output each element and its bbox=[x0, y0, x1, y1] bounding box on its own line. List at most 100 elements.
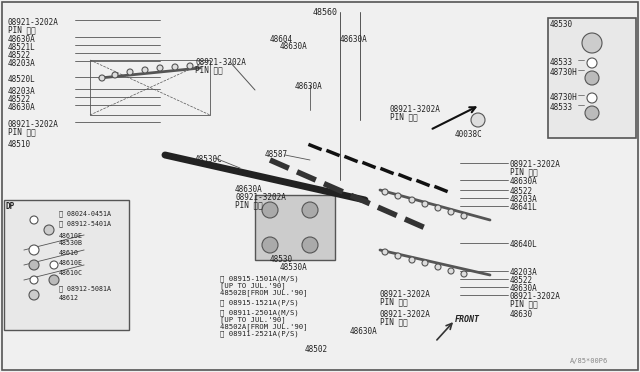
Circle shape bbox=[30, 216, 38, 224]
Bar bbox=[90, 60, 210, 115]
Text: 48641L: 48641L bbox=[510, 203, 538, 212]
Text: [UP TO JUL.'90]: [UP TO JUL.'90] bbox=[220, 316, 285, 323]
Text: 48502B[FROM JUL.'90]: 48502B[FROM JUL.'90] bbox=[220, 289, 307, 296]
Text: PIN ビン: PIN ビン bbox=[390, 112, 418, 121]
Text: Ⓝ 08911-2501A(M/S): Ⓝ 08911-2501A(M/S) bbox=[220, 309, 299, 315]
Text: PIN ビン: PIN ビン bbox=[380, 317, 408, 326]
Circle shape bbox=[99, 75, 105, 81]
Text: 08921-3202A: 08921-3202A bbox=[380, 290, 431, 299]
Circle shape bbox=[382, 249, 388, 255]
Text: 08921-3202A: 08921-3202A bbox=[8, 120, 59, 129]
Text: 08921-3202A: 08921-3202A bbox=[510, 160, 561, 169]
Circle shape bbox=[49, 275, 59, 285]
Circle shape bbox=[422, 260, 428, 266]
Circle shape bbox=[395, 253, 401, 259]
Circle shape bbox=[448, 209, 454, 215]
Text: 48610: 48610 bbox=[59, 250, 79, 256]
Text: FRONT: FRONT bbox=[455, 315, 480, 324]
Bar bbox=[4, 200, 129, 330]
Text: PIN ビン: PIN ビン bbox=[8, 25, 36, 34]
Text: Ⓝ 08911-2521A(P/S): Ⓝ 08911-2521A(P/S) bbox=[220, 330, 299, 337]
Text: 48203A: 48203A bbox=[510, 195, 538, 204]
Text: 48560: 48560 bbox=[312, 8, 337, 17]
Circle shape bbox=[409, 197, 415, 203]
Text: 08921-3202A: 08921-3202A bbox=[510, 292, 561, 301]
Circle shape bbox=[461, 213, 467, 219]
Circle shape bbox=[172, 64, 178, 70]
Text: 48510: 48510 bbox=[8, 140, 31, 149]
Text: 48630A: 48630A bbox=[280, 42, 308, 51]
Circle shape bbox=[112, 72, 118, 78]
Text: ① 08024-0451A: ① 08024-0451A bbox=[59, 210, 111, 217]
Text: 48630A: 48630A bbox=[510, 177, 538, 186]
Text: 48203A: 48203A bbox=[510, 268, 538, 277]
Text: 40038C: 40038C bbox=[455, 130, 483, 139]
Circle shape bbox=[29, 290, 39, 300]
Text: [UP TO JUL.'90]: [UP TO JUL.'90] bbox=[220, 282, 285, 289]
Text: 48533: 48533 bbox=[550, 103, 573, 112]
Circle shape bbox=[587, 58, 597, 68]
Circle shape bbox=[435, 264, 441, 270]
Circle shape bbox=[29, 245, 39, 255]
Circle shape bbox=[585, 106, 599, 120]
Text: 48610C: 48610C bbox=[59, 270, 83, 276]
Text: 48530: 48530 bbox=[270, 255, 293, 264]
Circle shape bbox=[395, 193, 401, 199]
Circle shape bbox=[461, 271, 467, 277]
Text: PIN ビン: PIN ビン bbox=[380, 297, 408, 306]
Text: 48203A: 48203A bbox=[8, 59, 36, 68]
Circle shape bbox=[30, 276, 38, 284]
Circle shape bbox=[409, 257, 415, 263]
Text: 48730H: 48730H bbox=[550, 93, 578, 102]
Text: Ⓝ 08912-5081A: Ⓝ 08912-5081A bbox=[59, 285, 111, 292]
Text: 48521L: 48521L bbox=[8, 43, 36, 52]
Text: 48730H: 48730H bbox=[550, 68, 578, 77]
Text: 08921-3202A: 08921-3202A bbox=[235, 193, 286, 202]
Bar bbox=[548, 18, 636, 138]
Text: 48630A: 48630A bbox=[295, 82, 323, 91]
Circle shape bbox=[382, 189, 388, 195]
Text: A/85*00P6: A/85*00P6 bbox=[570, 358, 608, 364]
Circle shape bbox=[44, 225, 54, 235]
Text: PIN ビン: PIN ビン bbox=[235, 200, 263, 209]
Circle shape bbox=[187, 63, 193, 69]
Text: Ⓦ 08915-1521A(P/S): Ⓦ 08915-1521A(P/S) bbox=[220, 299, 299, 306]
Text: 48530C: 48530C bbox=[195, 155, 223, 164]
Text: 48203A: 48203A bbox=[8, 87, 36, 96]
Text: 48502: 48502 bbox=[305, 345, 328, 354]
Text: Ⓝ 08912-5401A: Ⓝ 08912-5401A bbox=[59, 220, 111, 227]
Text: 08921-3202A: 08921-3202A bbox=[380, 310, 431, 319]
Text: 48630A: 48630A bbox=[510, 284, 538, 293]
Text: 48530B: 48530B bbox=[59, 240, 83, 246]
Circle shape bbox=[262, 202, 278, 218]
Text: 48587: 48587 bbox=[265, 150, 288, 159]
Text: 08921-3202A: 08921-3202A bbox=[195, 58, 246, 67]
Text: 08921-3202A: 08921-3202A bbox=[8, 18, 59, 27]
Bar bbox=[255, 195, 335, 260]
Circle shape bbox=[29, 260, 39, 270]
Circle shape bbox=[157, 65, 163, 71]
Text: 48630A: 48630A bbox=[235, 185, 263, 194]
Text: 48630: 48630 bbox=[510, 310, 533, 319]
Circle shape bbox=[302, 202, 318, 218]
Text: PIN ビン: PIN ビン bbox=[510, 167, 538, 176]
Circle shape bbox=[435, 205, 441, 211]
Circle shape bbox=[50, 261, 58, 269]
Text: 48530: 48530 bbox=[550, 20, 573, 29]
Text: 08921-3202A: 08921-3202A bbox=[390, 105, 441, 114]
Text: DP: DP bbox=[6, 202, 15, 211]
Text: 48502A[FROM JUL.'90]: 48502A[FROM JUL.'90] bbox=[220, 323, 307, 330]
Text: 48604: 48604 bbox=[270, 35, 293, 44]
Circle shape bbox=[142, 67, 148, 73]
Text: 48610E: 48610E bbox=[59, 233, 83, 239]
Text: 48530A: 48530A bbox=[280, 263, 308, 272]
Circle shape bbox=[471, 113, 485, 127]
Text: Ⓦ 08915-1501A(M/S): Ⓦ 08915-1501A(M/S) bbox=[220, 275, 299, 282]
Circle shape bbox=[448, 268, 454, 274]
Text: PIN ビン: PIN ビン bbox=[8, 127, 36, 136]
Circle shape bbox=[585, 71, 599, 85]
Text: 48533: 48533 bbox=[550, 58, 573, 67]
Text: PIN ビン: PIN ビン bbox=[195, 65, 223, 74]
Text: 48522: 48522 bbox=[8, 95, 31, 104]
Text: 48630A: 48630A bbox=[8, 103, 36, 112]
